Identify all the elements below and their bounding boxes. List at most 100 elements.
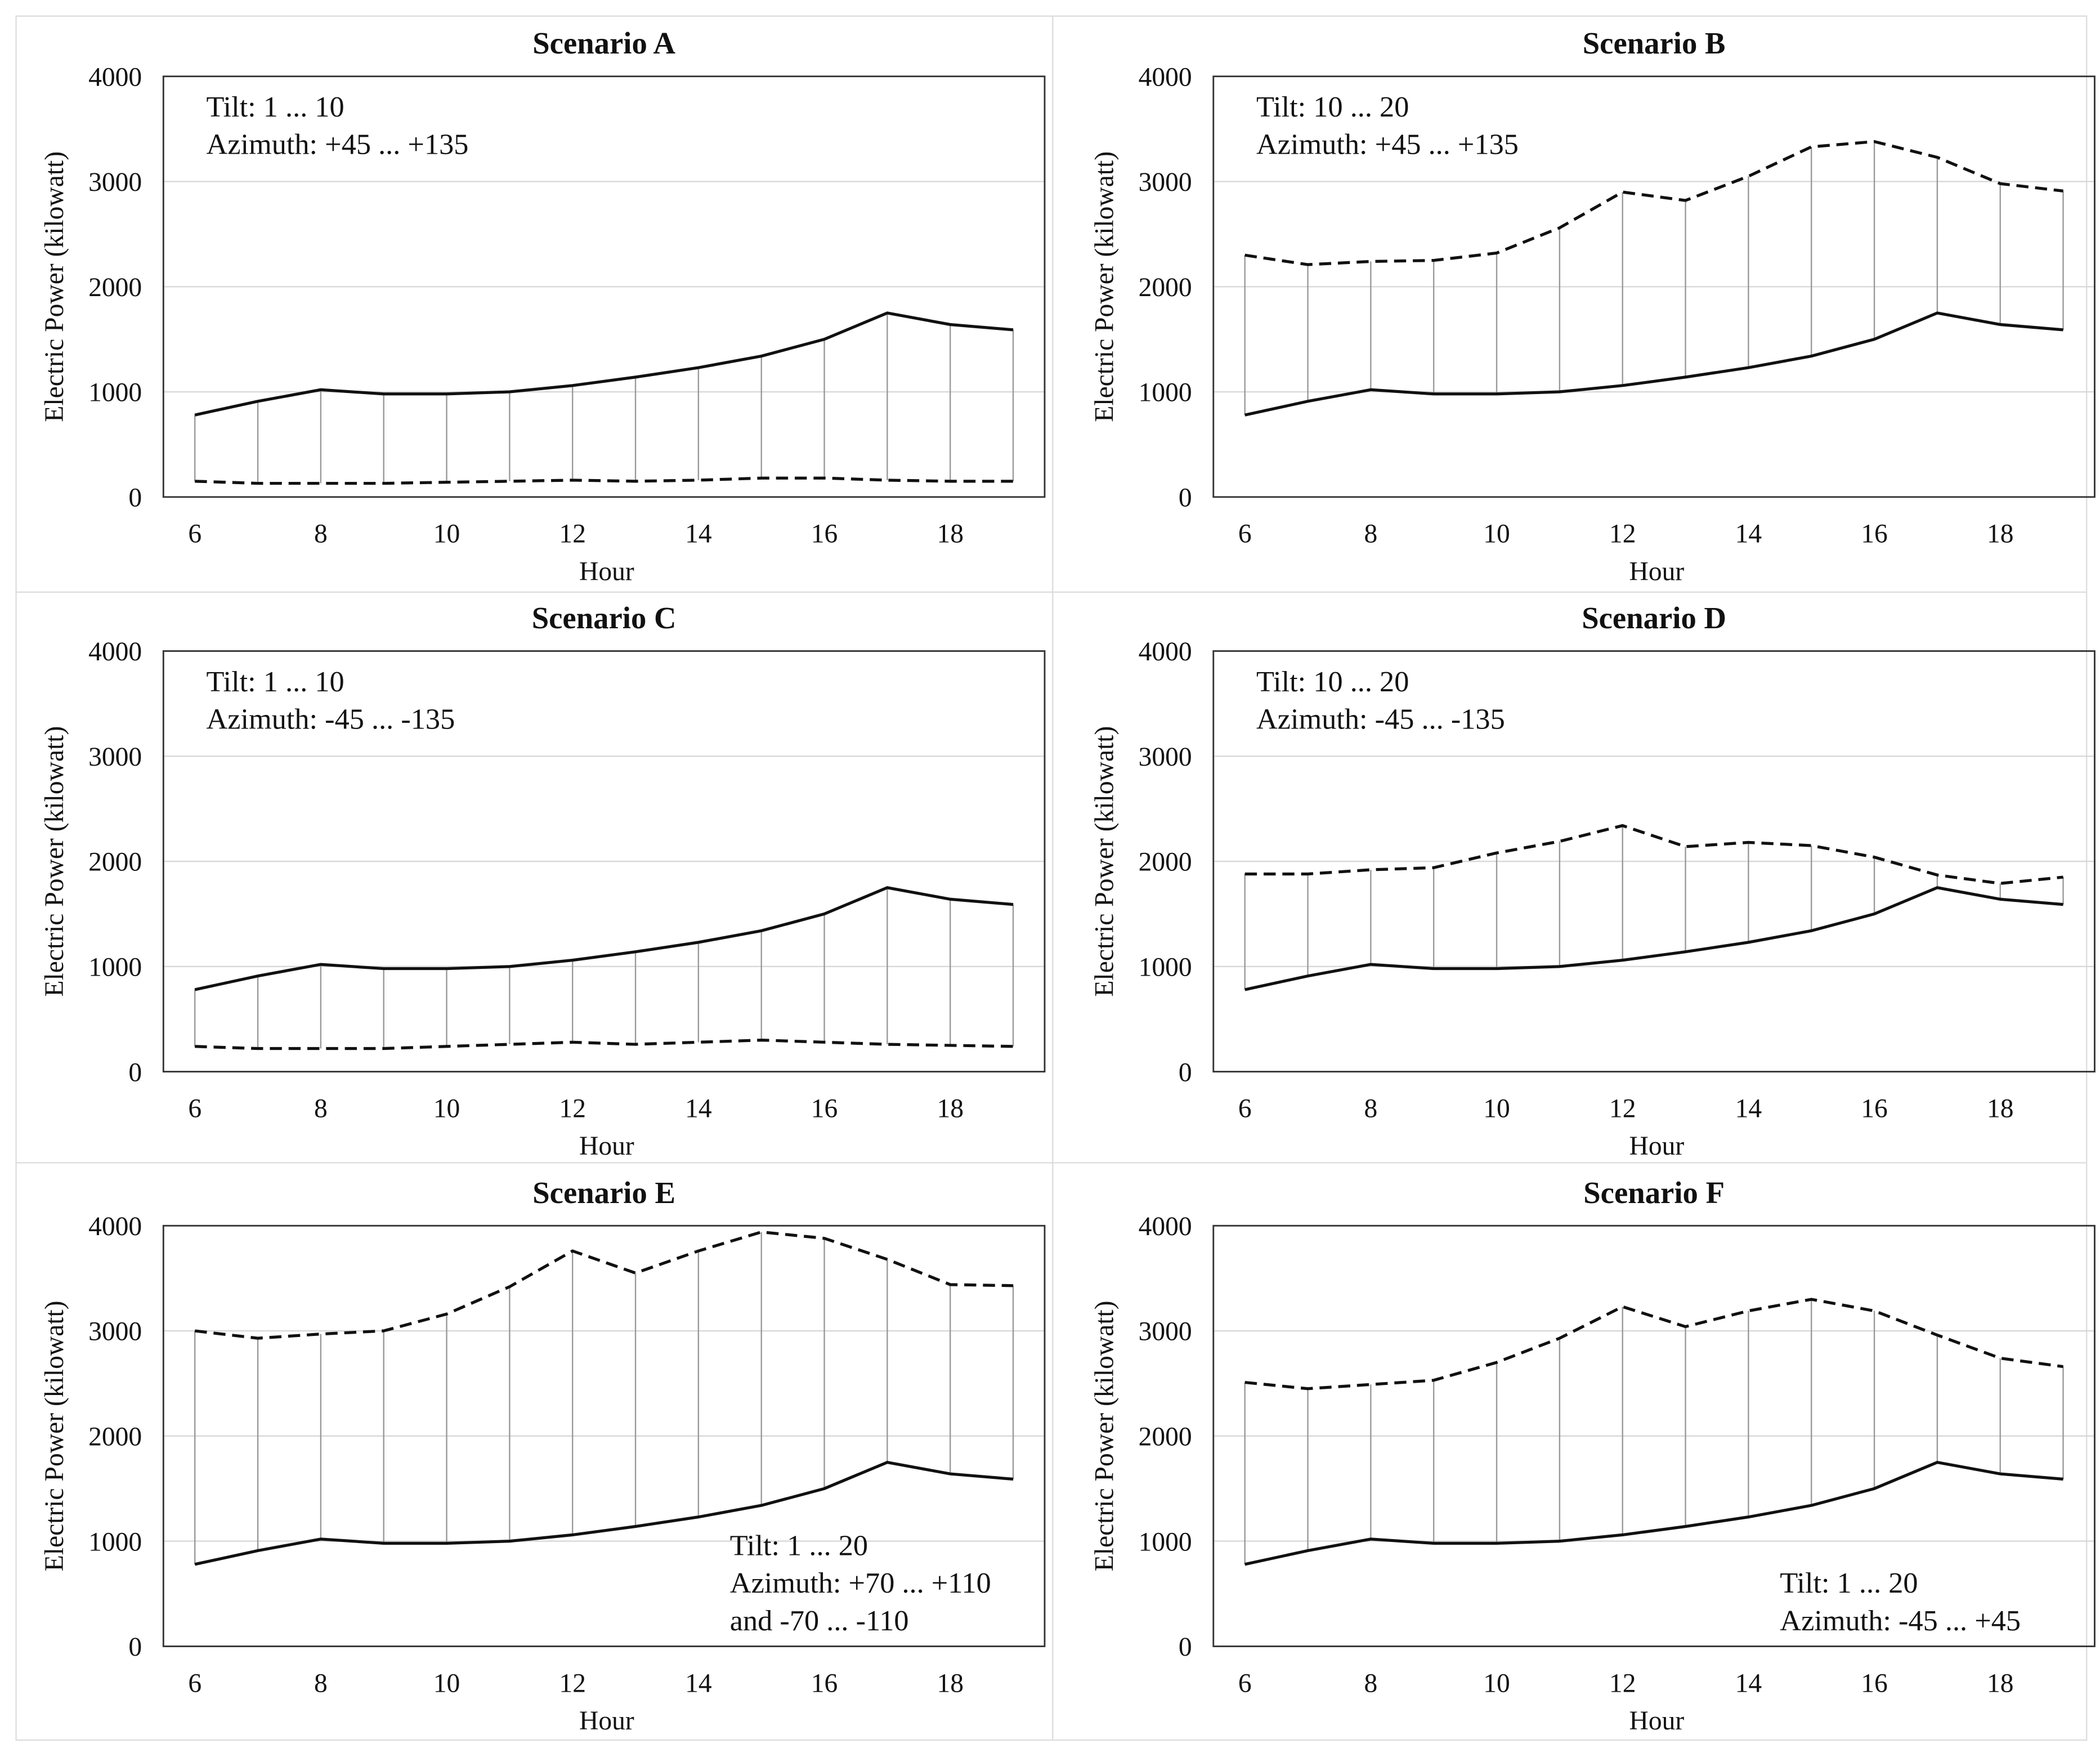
y-tick-label: 0 <box>128 1058 142 1087</box>
annotation: Tilt: 1 ... 10 <box>206 91 344 123</box>
x-tick-label: 16 <box>1861 1669 1888 1698</box>
figure-border <box>15 15 2088 1741</box>
annotation: Azimuth: -45 ... -135 <box>1256 703 1505 735</box>
plot-frame <box>1212 75 2095 498</box>
data-line <box>194 1230 1014 1340</box>
y-axis-label: Electric Power (kilowatt) <box>1090 1300 1119 1571</box>
x-tick-label: 16 <box>1861 1094 1888 1124</box>
x-tick-label: 6 <box>1238 520 1252 549</box>
data-line <box>1244 1460 2063 1566</box>
x-tick-label: 12 <box>1609 1669 1636 1698</box>
y-tick-label: 2000 <box>1139 848 1192 877</box>
plot-frame <box>162 1224 1046 1647</box>
x-tick-label: 6 <box>1238 1669 1252 1698</box>
x-tick-label: 18 <box>1987 1094 2014 1124</box>
x-tick-label: 18 <box>937 1669 964 1698</box>
chart-title: Scenario E <box>532 1175 675 1210</box>
x-tick-label: 8 <box>1364 1094 1377 1124</box>
x-tick-label: 14 <box>1735 1094 1762 1124</box>
plot-frame <box>1212 1224 2095 1647</box>
annotation: Tilt: 1 ... 20 <box>1780 1567 1918 1599</box>
chart-title: Scenario D <box>1582 601 1726 635</box>
y-tick-label: 2000 <box>1139 273 1192 302</box>
plot-frame <box>162 75 1046 498</box>
x-tick-label: 10 <box>433 520 460 549</box>
annotation: Tilt: 1 ... 10 <box>206 665 344 698</box>
plot-frame <box>1212 650 2095 1073</box>
y-axis-label: Electric Power (kilowatt) <box>40 726 69 997</box>
y-tick-label: 3000 <box>1139 168 1192 197</box>
y-axis-label: Electric Power (kilowatt) <box>1090 151 1119 422</box>
y-tick-label: 3000 <box>1139 1317 1192 1347</box>
x-tick-label: 8 <box>1364 1669 1377 1698</box>
y-tick-label: 4000 <box>1139 62 1192 92</box>
annotation: and -70 ... -110 <box>730 1604 909 1637</box>
data-line <box>1244 311 2063 417</box>
data-line <box>195 476 1014 485</box>
x-tick-label: 14 <box>1735 520 1762 549</box>
x-tick-label: 18 <box>937 520 964 549</box>
y-tick-label: 4000 <box>1139 1212 1192 1241</box>
data-line <box>1244 886 2063 991</box>
annotation: Azimuth: -45 ... +45 <box>1780 1604 2021 1637</box>
x-tick-label: 16 <box>811 520 838 549</box>
annotation: Azimuth: -45 ... -135 <box>206 703 455 735</box>
x-tick-label: 8 <box>314 520 328 549</box>
y-tick-label: 0 <box>128 483 142 512</box>
y-tick-label: 2000 <box>88 848 142 877</box>
x-tick-label: 14 <box>685 1094 712 1124</box>
data-line <box>1244 1298 2063 1391</box>
chart-title: Scenario C <box>532 601 677 635</box>
plot-frame <box>162 650 1046 1073</box>
x-tick-label: 12 <box>559 1669 586 1698</box>
data-line <box>194 311 1014 417</box>
x-tick-label: 6 <box>1238 1094 1252 1124</box>
x-tick-label: 12 <box>559 1094 586 1124</box>
annotation: Azimuth: +45 ... +135 <box>1256 128 1519 161</box>
y-tick-label: 3000 <box>88 1317 142 1347</box>
x-tick-label: 10 <box>1483 520 1510 549</box>
annotation: Tilt: 10 ... 20 <box>1256 665 1409 698</box>
y-tick-label: 0 <box>1179 483 1192 512</box>
y-tick-label: 4000 <box>88 1212 142 1241</box>
data-line <box>195 1038 1014 1050</box>
data-line <box>194 886 1014 991</box>
y-tick-label: 4000 <box>88 62 142 92</box>
y-axis-label: Electric Power (kilowatt) <box>40 1300 69 1571</box>
y-tick-label: 2000 <box>88 1422 142 1451</box>
y-tick-label: 1000 <box>88 1527 142 1557</box>
x-axis-label: Hour <box>1629 1132 1684 1161</box>
y-tick-label: 2000 <box>88 273 142 302</box>
y-tick-label: 0 <box>128 1633 142 1662</box>
x-tick-label: 12 <box>1609 520 1636 549</box>
x-tick-label: 6 <box>188 520 202 549</box>
y-tick-label: 1000 <box>1139 1527 1192 1557</box>
x-tick-label: 12 <box>1609 1094 1636 1124</box>
x-tick-label: 6 <box>188 1669 202 1698</box>
x-axis-label: Hour <box>579 557 634 586</box>
data-line <box>1244 140 2063 266</box>
x-tick-label: 14 <box>1735 1669 1762 1698</box>
y-tick-label: 0 <box>1179 1633 1192 1662</box>
y-tick-label: 1000 <box>88 953 142 982</box>
x-tick-label: 10 <box>433 1669 460 1698</box>
x-tick-label: 8 <box>314 1094 328 1124</box>
y-axis-label: Electric Power (kilowatt) <box>1090 726 1119 997</box>
annotation: Azimuth: +70 ... +110 <box>730 1567 991 1599</box>
x-axis-label: Hour <box>579 1132 634 1161</box>
chart-title: Scenario F <box>1583 1175 1725 1210</box>
y-axis-label: Electric Power (kilowatt) <box>40 151 69 422</box>
data-line <box>194 1460 1014 1566</box>
x-tick-label: 18 <box>1987 520 2014 549</box>
annotation: Tilt: 1 ... 20 <box>730 1530 868 1562</box>
x-tick-label: 8 <box>314 1669 328 1698</box>
x-axis-label: Hour <box>1629 1706 1684 1736</box>
x-tick-label: 18 <box>1987 1669 2014 1698</box>
y-tick-label: 0 <box>1179 1058 1192 1087</box>
annotation: Tilt: 10 ... 20 <box>1256 91 1409 123</box>
x-tick-label: 10 <box>433 1094 460 1124</box>
y-tick-label: 1000 <box>88 378 142 408</box>
chart-title: Scenario A <box>532 26 675 60</box>
